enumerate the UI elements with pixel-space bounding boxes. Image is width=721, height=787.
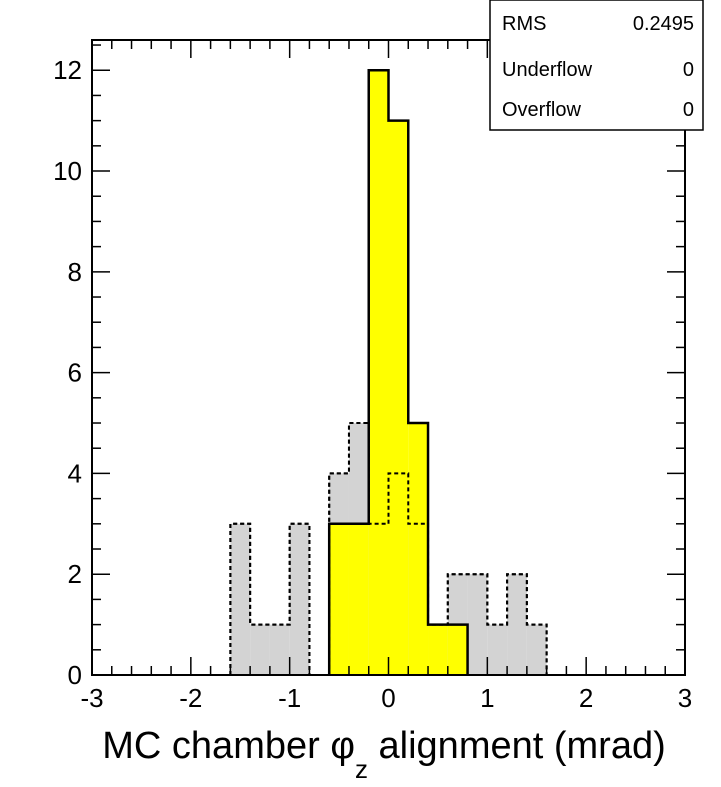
histogram-bar (408, 423, 429, 675)
y-tick-label: 0 (68, 660, 82, 690)
y-tick-label: 10 (53, 156, 82, 186)
histogram-bar (388, 120, 409, 676)
histogram-bar (526, 624, 547, 675)
stats-overflow-value: 0 (683, 99, 694, 121)
histogram-bar (487, 624, 508, 675)
histogram-outline (327, 68, 469, 675)
histogram-bar (250, 624, 270, 675)
x-axis-title-part-1: MC chamber (102, 725, 330, 767)
x-tick-label: 3 (678, 683, 692, 713)
x-tick-label: 0 (381, 683, 395, 713)
histogram-series-2 (327, 68, 469, 676)
x-axis-title-part-2: alignment (mrad) (368, 725, 666, 767)
histogram-bar (467, 574, 488, 675)
histogram-layer (229, 68, 548, 676)
histogram-bar (289, 523, 310, 675)
histogram-bar (428, 624, 448, 675)
histogram-bar (507, 574, 527, 675)
y-tick-label: 8 (68, 257, 82, 287)
stats-overflow-label: Overflow (502, 99, 581, 121)
x-axis-title-subscript: z (355, 754, 368, 784)
x-tick-label: 1 (480, 683, 494, 713)
x-tick-label: 2 (579, 683, 593, 713)
histogram-bar (269, 624, 290, 675)
y-tick-label: 6 (68, 358, 82, 388)
stats-box-border (489, 0, 704, 131)
stats-underflow-value: 0 (683, 59, 694, 81)
histogram-bar (368, 70, 389, 675)
y-tick-label: 4 (68, 458, 82, 488)
stats-rms-label: RMS (502, 13, 546, 35)
histogram-bar (329, 523, 349, 675)
x-tick-label: -1 (278, 683, 301, 713)
x-axis-title-phi: φ (330, 725, 355, 767)
histogram-bar (447, 624, 468, 675)
histogram-bar (230, 523, 251, 675)
y-tick-label: 12 (53, 55, 82, 85)
histogram-bar (348, 523, 369, 675)
x-tick-label: -3 (80, 683, 103, 713)
stats-underflow-label: Underflow (502, 59, 593, 81)
x-axis-title: MC chamber φz alignment (mrad) (102, 725, 665, 784)
stats-box: RMS 0.2495 Underflow 0 Overflow 0 (489, 0, 704, 131)
y-tick-label: 2 (68, 559, 82, 589)
x-tick-label: -2 (179, 683, 202, 713)
stats-rms-value: 0.2495 (633, 13, 694, 35)
